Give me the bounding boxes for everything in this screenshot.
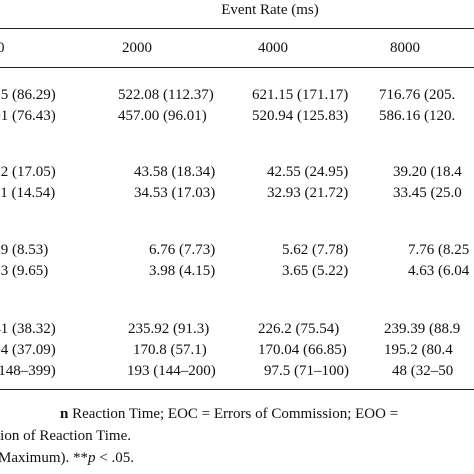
table-cell: 235.92 (91.3) <box>128 321 210 337</box>
table-cell: 586.16 (120. <box>379 108 456 124</box>
table-cell: 48 (32–50 <box>392 363 454 379</box>
table-cell: 43.58 (18.34) <box>134 164 216 180</box>
footnote-line-1: n Reaction Time; EOC = Errors of Commiss… <box>60 404 398 424</box>
footnote-text: Maximum). ** <box>0 450 88 466</box>
table-cell: 34.53 (17.03) <box>134 185 216 201</box>
column-header-2000: 2000 <box>122 40 152 56</box>
table-cell: 97.5 (71–100) <box>264 363 349 379</box>
footnote-text: Reaction Time; EOC = Errors of Commissio… <box>68 406 399 422</box>
footnote-line-2: tion of Reaction Time. <box>0 428 131 444</box>
footnote-abbrev: n <box>60 406 69 422</box>
table-cell: 3.65 (5.22) <box>282 263 349 279</box>
table-cell: 522.08 (112.37) <box>118 87 214 103</box>
spanner-rule <box>0 28 474 29</box>
footnote-p-symbol: p <box>88 450 96 466</box>
table-cell: 226.2 (75.54) <box>258 321 340 337</box>
table-cell: 7.76 (8.25 <box>408 242 470 258</box>
table-cell: 195.2 (80.4 <box>384 342 453 358</box>
table-cell: 716.76 (205. <box>379 87 456 103</box>
header-rule <box>0 67 474 68</box>
table-cell: 7.41 (38.32) <box>0 321 56 337</box>
column-header-4000: 4000 <box>258 40 288 56</box>
table-cell: 32.93 (21.72) <box>267 185 349 201</box>
footnote-line-3: Maximum). **p < .05. <box>0 448 134 468</box>
table-cell: 5 (148–399) <box>0 363 56 379</box>
table-cell: 3.98 (4.15) <box>149 263 216 279</box>
table-cell: 457.00 (96.01) <box>118 108 207 124</box>
column-header-8000: 8000 <box>390 40 420 56</box>
table-cell: 7.93 (9.65) <box>0 263 49 279</box>
table-cell: 42.55 (24.95) <box>267 164 349 180</box>
bottom-rule <box>0 389 474 390</box>
table-cell: 5.62 (7.78) <box>282 242 349 258</box>
table-cell: 170.04 (66.85) <box>258 342 347 358</box>
column-header-300: 300 <box>0 40 5 56</box>
table-cell: 33.45 (25.0 <box>393 185 462 201</box>
table-cell: 3.11 (14.54) <box>0 185 56 201</box>
table-cell: 5.12 (17.05) <box>0 164 56 180</box>
table-cell: 3.04 (37.09) <box>0 342 56 358</box>
table-cell: 39.20 (18.4 <box>393 164 462 180</box>
table-cell: 6.76 (7.73) <box>149 242 216 258</box>
table-cell: 3.25 (86.29) <box>0 87 56 103</box>
table-cell: 193 (144–200) <box>127 363 216 379</box>
footnote-text: < .05. <box>95 450 134 466</box>
table-cell: 3.39 (8.53) <box>0 242 49 258</box>
table-cell: 520.94 (125.83) <box>252 108 349 124</box>
table-cell: 6.01 (76.43) <box>0 108 56 124</box>
table-spanner-title: Event Rate (ms) <box>221 2 319 18</box>
table-cell: 170.8 (57.1) <box>133 342 207 358</box>
table-cell: 4.63 (6.04 <box>408 263 470 279</box>
table-cell: 239.39 (88.9 <box>384 321 461 337</box>
table-cell: 621.15 (171.17) <box>252 87 349 103</box>
